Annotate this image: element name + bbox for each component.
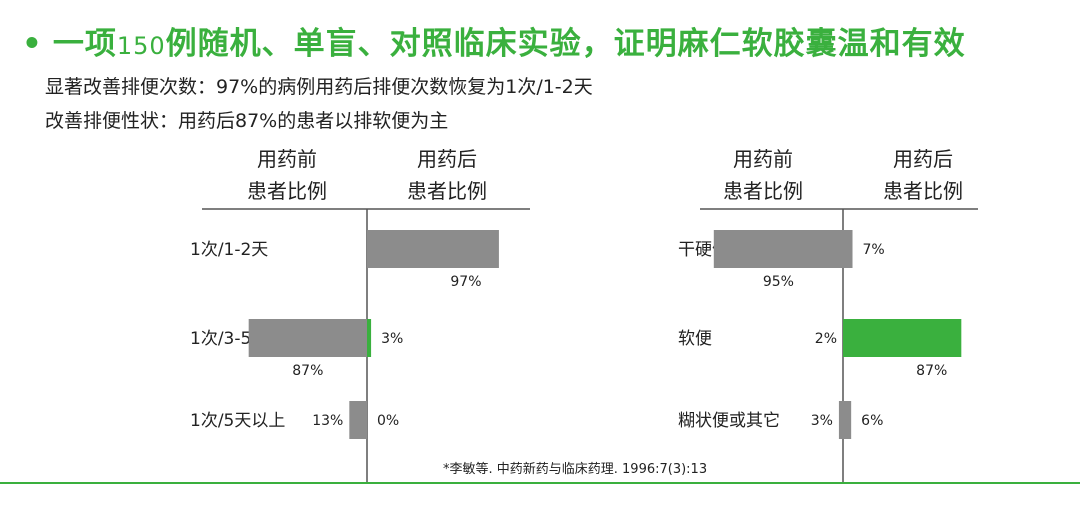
title-number: 150 [116, 32, 166, 60]
title-prefix: 一项 [52, 26, 117, 62]
finding-consistency: 改善排便性状：用药后87%的患者以排软便为主 [45, 110, 449, 132]
bar-before [713, 230, 843, 268]
citation: *李敏等. 中药新药与临床药理. 1996:7(3):13 [443, 462, 708, 477]
value-label-after: 97% [450, 274, 481, 290]
bar-before [248, 319, 367, 357]
value-label-before: 87% [292, 363, 323, 379]
header-before-line1: 用药前 [257, 147, 317, 171]
bar-after [843, 401, 852, 439]
value-label-before: 2% [815, 331, 837, 347]
category-label: 1次/5天以上 [190, 411, 285, 431]
header-before: 用药前患者比例 [723, 147, 803, 203]
value-label-before: 3% [811, 413, 833, 429]
header-before-line1: 用药前 [733, 147, 793, 171]
value-label-after: 3% [381, 331, 403, 347]
value-label-after: 6% [861, 413, 883, 429]
category-label: 软便 [678, 329, 712, 349]
header-after-line1: 用药后 [417, 147, 477, 171]
value-label-after: 87% [916, 363, 947, 379]
header-after: 用药后患者比例 [407, 147, 487, 203]
bar-before [838, 401, 843, 439]
footer-divider [0, 482, 1080, 484]
chart-stool-frequency: 用药前患者比例用药后患者比例1次/1-2天97%1次/3-5天87%3%1次/5… [190, 147, 530, 482]
title-suffix: 例随机、单盲、对照临床实验，证明麻仁软胶囊温和有效 [165, 26, 966, 62]
bar-after [367, 230, 499, 268]
bar-before [349, 401, 367, 439]
value-label-after: 7% [863, 242, 885, 258]
category-label: 糊状便或其它 [678, 411, 780, 431]
value-label-before: 95% [763, 274, 794, 290]
value-label-before: 13% [312, 413, 343, 429]
bar-after [843, 230, 853, 268]
finding-frequency: 显著改善排便次数：97%的病例用药后排便次数恢复为1次/1-2天 [45, 76, 593, 98]
slide-title: • 一项150例随机、单盲、对照临床实验，证明麻仁软胶囊温和有效 [22, 18, 966, 63]
header-after-line2: 患者比例 [407, 179, 487, 203]
value-label-after: 0% [377, 413, 399, 429]
bar-after [843, 319, 962, 357]
bullet-icon: • [22, 26, 43, 62]
header-before-line2: 患者比例 [247, 179, 327, 203]
header-before: 用药前患者比例 [247, 147, 327, 203]
header-after: 用药后患者比例 [883, 147, 963, 203]
header-before-line2: 患者比例 [723, 179, 803, 203]
header-after-line1: 用药后 [893, 147, 953, 171]
bar-after [367, 319, 372, 357]
header-after-line2: 患者比例 [883, 179, 963, 203]
category-label: 1次/1-2天 [190, 240, 268, 260]
